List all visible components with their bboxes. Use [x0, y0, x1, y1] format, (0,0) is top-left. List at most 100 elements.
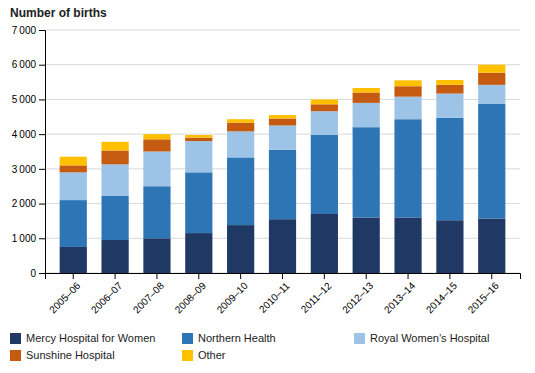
x-tick-mark — [408, 273, 409, 279]
x-tick-label: 2008–09 — [173, 280, 209, 316]
bar-segment — [353, 127, 380, 217]
y-tick: 1 000 — [12, 233, 45, 244]
chart: Number of births01 0002 0003 0004 0005 0… — [0, 0, 535, 373]
bar-segment — [311, 104, 338, 111]
x-tick-mark — [115, 273, 116, 279]
legend-label: Other — [198, 349, 226, 361]
legend-swatch — [10, 333, 21, 344]
bar-segment — [227, 123, 254, 132]
y-axis: 01 0002 0003 0004 0005 0006 0007 000 — [12, 25, 46, 279]
y-tick: 7 000 — [12, 25, 45, 36]
grid-line — [45, 64, 520, 65]
bar-segment — [185, 172, 212, 233]
legend-swatch — [354, 333, 365, 344]
bar-segment — [478, 85, 505, 104]
y-tick-mark — [39, 30, 45, 31]
x-tick: 2009–10 — [215, 273, 251, 315]
bar-segment — [60, 247, 87, 273]
x-tick: 2006–07 — [89, 273, 125, 315]
bar-segment — [353, 217, 380, 273]
bar-segment — [311, 111, 338, 135]
x-tick: 2012–13 — [340, 273, 376, 315]
bar-segment — [60, 172, 87, 200]
bar-segment — [143, 139, 170, 151]
bar-segment — [394, 217, 421, 273]
x-tick-label: 2015–16 — [466, 280, 502, 316]
x-tick: 2010–11 — [257, 273, 292, 315]
y-tick-mark — [39, 134, 45, 135]
bar-segment — [227, 157, 254, 225]
bar-segment — [60, 157, 87, 166]
bar-segment — [60, 200, 87, 247]
y-tick: 0 — [30, 268, 45, 279]
y-tick-label: 0 — [30, 268, 36, 279]
legend-label: Mercy Hospital for Women — [26, 332, 155, 344]
x-axis: 2005–062006–072007–082008–092009–102010–… — [46, 273, 521, 315]
y-tick-mark — [39, 238, 45, 239]
bar-segment — [185, 233, 212, 273]
y-axis-line — [39, 31, 46, 274]
y-tick-mark — [39, 273, 45, 274]
bar-segment — [185, 138, 212, 141]
series — [60, 104, 506, 247]
bars — [60, 65, 506, 273]
x-tick-mark — [198, 273, 199, 279]
bar-segment — [101, 142, 128, 151]
x-tick-label: 2009–10 — [215, 280, 251, 316]
y-tick-label: 4 000 — [12, 129, 37, 140]
bar-segment — [478, 73, 505, 85]
y-tick-mark — [39, 204, 45, 205]
bar-segment — [394, 80, 421, 86]
bar-segment — [353, 92, 380, 102]
y-tick-label: 3 000 — [12, 164, 37, 175]
bar-segment — [436, 85, 463, 94]
series — [60, 85, 506, 200]
x-tick: 2015–16 — [466, 273, 502, 315]
legend-label: Royal Women’s Hospital — [370, 332, 489, 344]
legend-item: Sunshine Hospital — [10, 349, 115, 361]
bar-segment — [478, 65, 505, 73]
x-tick: 2011–12 — [299, 273, 334, 315]
bar-segment — [394, 86, 421, 96]
bar-segment — [101, 164, 128, 195]
grid-line — [45, 30, 520, 31]
bar-segment — [269, 119, 296, 126]
grid — [45, 30, 520, 273]
x-tick-label: 2011–12 — [299, 280, 334, 315]
x-tick-label: 2006–07 — [89, 280, 125, 316]
x-tick-mark — [491, 273, 492, 279]
bar-segment — [436, 220, 463, 273]
y-tick-label: 7 000 — [12, 25, 37, 36]
x-tick-mark — [449, 273, 450, 279]
bar-segment — [478, 104, 505, 219]
bar-segment — [185, 135, 212, 138]
bar-segment — [353, 88, 380, 93]
y-tick: 4 000 — [12, 129, 45, 140]
legend-swatch — [182, 333, 193, 344]
x-tick-mark — [366, 273, 367, 279]
bar-segment — [394, 119, 421, 217]
legend-item: Northern Health — [182, 332, 276, 344]
x-tick-label: 2005–06 — [47, 280, 83, 316]
y-tick-mark — [39, 99, 45, 100]
x-axis-line — [46, 274, 521, 280]
bar-segment — [311, 135, 338, 214]
legend-item: Royal Women’s Hospital — [354, 332, 489, 344]
x-tick-mark — [73, 273, 74, 279]
bar-segment — [269, 115, 296, 118]
x-tick: 2007–08 — [131, 273, 167, 315]
x-tick-label: 2014–15 — [424, 280, 460, 316]
bar-segment — [269, 150, 296, 219]
bar-segment — [478, 218, 505, 273]
legend-item: Mercy Hospital for Women — [10, 332, 155, 344]
x-tick-label: 2012–13 — [340, 280, 376, 316]
x-tick-mark — [282, 273, 283, 279]
legend-swatch — [10, 350, 21, 361]
bar-segment — [311, 99, 338, 104]
y-tick-mark — [39, 65, 45, 66]
bar-segment — [311, 214, 338, 273]
y-tick-label: 5 000 — [12, 94, 37, 105]
y-tick: 5 000 — [12, 94, 45, 105]
bar-segment — [436, 80, 463, 85]
bar-segment — [101, 240, 128, 273]
